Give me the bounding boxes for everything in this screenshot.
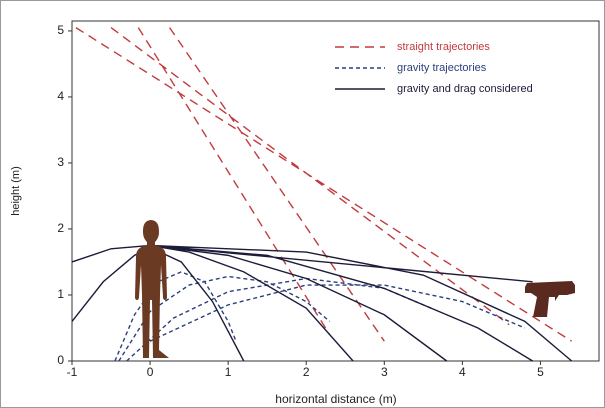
legend-label: gravity trajectories <box>397 62 487 74</box>
x-axis-label: horizontal distance (m) <box>275 392 396 406</box>
x-tick-label: 1 <box>225 365 232 379</box>
x-tick-label: 3 <box>381 365 388 379</box>
x-tick-label: 2 <box>303 365 310 379</box>
y-tick-label: 1 <box>57 287 64 301</box>
y-tick-label: 4 <box>57 89 64 103</box>
x-tick-label: 4 <box>459 365 466 379</box>
y-tick-label: 2 <box>57 221 64 235</box>
legend-label: gravity and drag considered <box>397 83 533 95</box>
y-axis-label: height (m) <box>10 166 22 216</box>
x-tick-label: 0 <box>147 365 154 379</box>
plot-border <box>71 20 600 362</box>
y-tick-label: 3 <box>57 155 64 169</box>
x-tick-label: 5 <box>537 365 544 379</box>
legend: straight trajectories gravity trajectorie… <box>335 41 533 95</box>
gun <box>525 281 575 317</box>
legend-label: straight trajectories <box>397 41 490 53</box>
y-tick-label: 5 <box>57 23 64 37</box>
series-line <box>75 27 573 342</box>
person <box>135 220 169 358</box>
x-tick-label: -1 <box>67 365 78 379</box>
y-tick-label: 0 <box>57 353 64 367</box>
